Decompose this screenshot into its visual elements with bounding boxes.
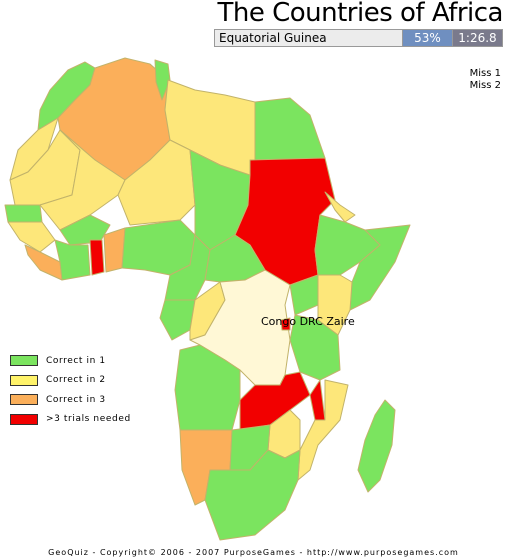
country-rwanda[interactable] xyxy=(280,317,291,331)
country-eritrea[interactable] xyxy=(324,191,356,223)
misses-list: Miss 1 Miss 2 xyxy=(470,68,501,92)
map-hover-label: Congo DRC Zaire xyxy=(261,315,355,328)
country-guinea[interactable] xyxy=(7,221,56,253)
legend: Correct in 1 Correct in 2 Correct in 3 >… xyxy=(10,351,131,429)
country-ghana[interactable] xyxy=(89,239,105,276)
country-malawi[interactable] xyxy=(309,379,326,421)
legend-label: Correct in 2 xyxy=(46,375,106,386)
country-senegal[interactable] xyxy=(4,204,43,223)
legend-label: Correct in 1 xyxy=(46,355,106,366)
legend-label: >3 trials needed xyxy=(46,414,131,425)
country-tanzania[interactable] xyxy=(289,314,341,381)
country-cameroon[interactable] xyxy=(164,234,211,301)
country-mozambique[interactable] xyxy=(297,379,349,481)
page-title: The Countries of Africa xyxy=(217,0,503,28)
country-tunisia[interactable] xyxy=(154,59,171,101)
miss-2: Miss 2 xyxy=(469,80,501,91)
footer-copyright: GeoQuiz - Copyright© 2006 - 2007 Purpose… xyxy=(48,548,459,557)
legend-swatch xyxy=(10,374,38,386)
current-country: Equatorial Guinea xyxy=(215,30,403,46)
legend-item: Correct in 3 xyxy=(10,390,131,410)
legend-label: Correct in 3 xyxy=(46,394,106,405)
legend-swatch xyxy=(10,355,38,367)
legend-item: Correct in 1 xyxy=(10,351,131,371)
miss-1: Miss 1 xyxy=(469,68,501,79)
legend-swatch xyxy=(10,413,38,425)
country-south-africa[interactable] xyxy=(204,449,301,541)
country-madagascar[interactable] xyxy=(357,399,396,493)
country-nigeria[interactable] xyxy=(121,219,196,276)
country-ivory-coast[interactable] xyxy=(54,239,91,281)
country-egypt[interactable] xyxy=(254,97,326,161)
status-bar: Equatorial Guinea 53% 1:26.8 xyxy=(214,29,503,47)
country-gabon[interactable] xyxy=(159,299,196,341)
legend-item: >3 trials needed xyxy=(10,410,131,430)
legend-swatch xyxy=(10,394,38,406)
score-percent: 53% xyxy=(403,30,453,46)
country-kenya[interactable] xyxy=(317,274,353,336)
country-burkina-faso[interactable] xyxy=(59,214,111,246)
timer: 1:26.8 xyxy=(453,30,502,46)
country-liberia[interactable] xyxy=(24,244,63,281)
legend-item: Correct in 2 xyxy=(10,371,131,391)
